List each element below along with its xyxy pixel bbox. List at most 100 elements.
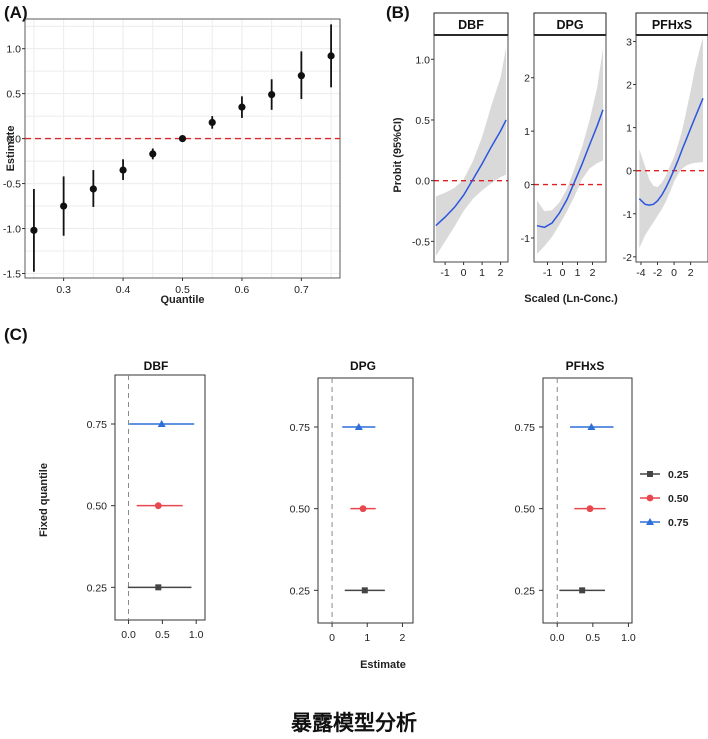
facet-frame — [533, 34, 607, 263]
forest-frame — [542, 377, 633, 624]
y-tick-label: -1 — [623, 209, 632, 221]
estimate-marker-square — [155, 584, 162, 591]
estimate-point — [119, 166, 127, 174]
y-axis-label: Probit (95%CI) — [392, 117, 404, 193]
x-axis-label: Quantile — [160, 294, 204, 306]
x-tick-label: 0.7 — [294, 284, 309, 296]
x-tick-label: -1 — [440, 267, 449, 279]
x-tick-label: 1.0 — [189, 629, 204, 641]
x-tick-label: 0 — [671, 267, 677, 279]
y-tick-label: 0.5 — [415, 115, 430, 127]
x-axis-label: Scaled (Ln-Conc.) — [524, 293, 618, 305]
x-axis-label: Estimate — [360, 659, 406, 671]
legend-label: 0.50 — [668, 493, 689, 505]
estimate-marker-square — [579, 587, 586, 594]
y-axis-label: Estimate — [5, 126, 17, 172]
x-tick-label: 2 — [498, 267, 504, 279]
y-tick-label: 1.0 — [415, 54, 430, 66]
y-tick-label: 0.25 — [290, 585, 311, 597]
x-tick-label: 0.4 — [116, 284, 131, 296]
estimate-point — [268, 90, 276, 99]
estimate-point — [60, 202, 68, 210]
estimate-point — [149, 150, 157, 158]
x-tick-label: -1 — [543, 267, 552, 279]
estimate-marker-circle — [154, 502, 162, 510]
y-tick-label: -0.5 — [412, 236, 430, 248]
x-tick-label: 0.6 — [235, 284, 250, 296]
probit-curve — [638, 98, 704, 206]
x-tick-label: 0 — [461, 267, 467, 279]
forest-title-dbf: DBF — [144, 359, 169, 373]
legend-marker-circle — [646, 494, 654, 502]
estimate-marker-square — [361, 587, 368, 594]
x-tick-label: 0 — [560, 267, 566, 279]
panel-b-label: (B) — [386, 3, 410, 22]
legend-marker-square — [647, 471, 653, 477]
y-tick-label: 0 — [524, 180, 530, 192]
x-tick-label: 2 — [688, 267, 694, 279]
y-axis-label: Fixed quantile — [38, 463, 50, 537]
estimate-marker-triangle — [587, 423, 596, 430]
y-tick-label: -0.5 — [3, 179, 21, 191]
forest-frame — [114, 374, 206, 621]
y-tick-label: 0.0 — [415, 176, 430, 188]
x-tick-label: 0.3 — [56, 284, 71, 296]
facet-title-dbf: DBF — [458, 18, 484, 32]
facet-frame — [433, 34, 509, 263]
y-tick-label: 0.25 — [515, 585, 536, 597]
x-tick-label: 0.0 — [121, 629, 136, 641]
y-tick-label: 2 — [524, 73, 530, 85]
y-tick-label: 1 — [626, 123, 632, 135]
figure-caption: 暴露模型分析 — [291, 711, 417, 735]
forest-title-pfhxs: PFHxS — [566, 359, 605, 373]
x-tick-label: -4 — [636, 267, 645, 279]
x-tick-label: 2 — [590, 267, 596, 279]
x-tick-label: 0.0 — [550, 632, 565, 644]
forest-title-dpg: DPG — [350, 359, 376, 373]
probit-curve — [435, 119, 507, 227]
y-tick-label: 0.5 — [6, 89, 21, 101]
estimate-point — [297, 72, 305, 80]
estimate-point — [238, 103, 246, 111]
x-tick-label: 0 — [329, 632, 335, 644]
probit-curve — [536, 109, 604, 229]
facet-title-pfhxs: PFHxS — [652, 18, 692, 32]
x-tick-label: 2 — [400, 632, 406, 644]
y-tick-label: 1.0 — [6, 44, 21, 56]
x-tick-label: 1.0 — [621, 632, 636, 644]
legend-label: 0.75 — [668, 517, 689, 529]
y-tick-label: -2 — [623, 252, 632, 264]
y-tick-label: 1 — [524, 126, 530, 138]
estimate-point — [327, 52, 335, 60]
panel-a-label: (A) — [4, 3, 28, 22]
facet-frame — [635, 34, 708, 263]
y-tick-label: 0.0 — [6, 134, 21, 146]
y-tick-label: 0.75 — [515, 422, 536, 434]
estimate-marker-circle — [359, 505, 367, 513]
confidence-band — [435, 47, 507, 256]
estimate-marker-triangle — [354, 423, 363, 430]
y-tick-label: 0.50 — [515, 504, 536, 516]
y-tick-label: 0.75 — [290, 422, 311, 434]
y-tick-label: 0.50 — [290, 504, 311, 516]
y-tick-label: -1 — [521, 233, 530, 245]
x-tick-label: 0.5 — [155, 629, 170, 641]
panel-c-label: (C) — [4, 325, 28, 344]
y-tick-label: 3 — [626, 36, 632, 48]
y-tick-label: -1.0 — [3, 224, 21, 236]
estimate-marker-triangle — [157, 420, 166, 427]
y-tick-label: -1.5 — [3, 269, 21, 281]
x-tick-label: 1 — [575, 267, 581, 279]
x-tick-label: 0.5 — [175, 284, 190, 296]
estimate-marker-circle — [586, 505, 594, 513]
estimate-point — [178, 135, 187, 143]
confidence-band — [537, 48, 603, 255]
x-tick-label: 1 — [364, 632, 370, 644]
x-tick-label: 1 — [479, 267, 485, 279]
y-tick-label: 0.25 — [87, 582, 108, 594]
estimate-point — [89, 185, 97, 193]
estimate-point — [30, 226, 38, 234]
legend-label: 0.25 — [668, 469, 689, 481]
y-tick-label: 0.75 — [87, 419, 108, 431]
